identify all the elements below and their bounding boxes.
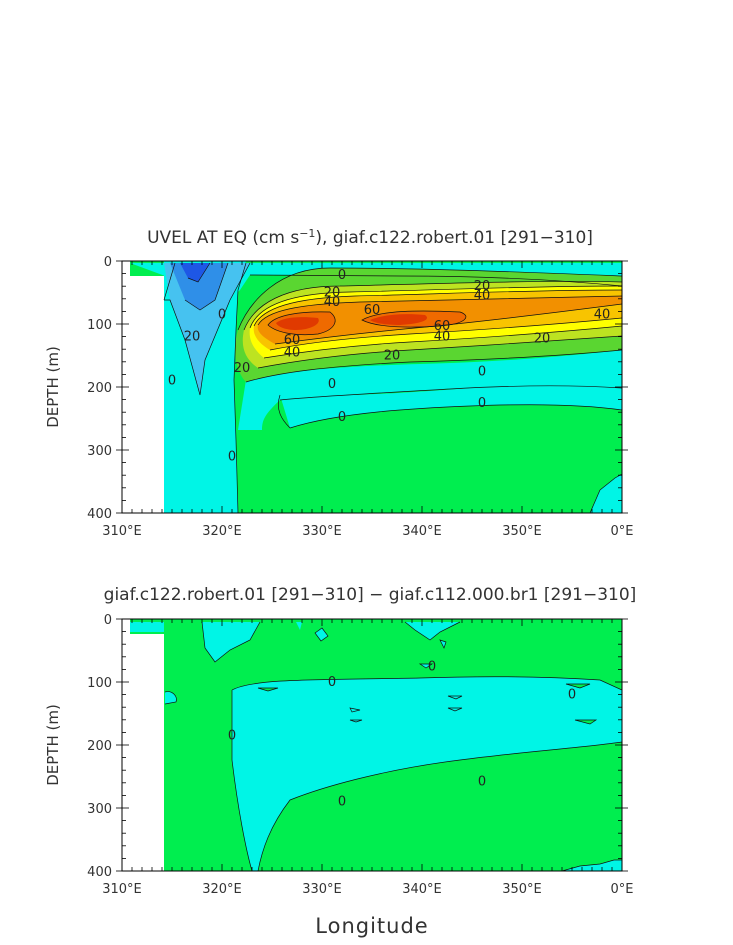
top-y-tick-label: 0 (104, 255, 112, 270)
top-contour-label: 20 (324, 286, 341, 301)
top-contour-label: 20 (384, 349, 401, 364)
top-fill-east-cyan (590, 474, 622, 513)
bottom-x-tick-label: 330°E (302, 882, 342, 897)
bottom-fill-pos-speck3 (575, 720, 596, 724)
bottom-y-tick-label: 400 (87, 865, 112, 880)
top-fill-pos-70-west (276, 317, 319, 330)
top-y-axis-label: DEPTH (m) (44, 346, 62, 428)
bottom-y-axis-label: DEPTH (m) (44, 704, 62, 786)
top-contour-label: 40 (474, 289, 491, 304)
top-contour-label: 40 (284, 345, 301, 360)
top-x-tick-label: 0°E (611, 524, 634, 539)
top-land-mask (122, 276, 164, 513)
bottom-fill-pos-speck1 (566, 684, 590, 688)
bottom-y-tick-label: 200 (87, 739, 112, 754)
bottom-contour-labels: 0 0 0 0 0 0 (228, 659, 576, 809)
bottom-y-tick-label: 100 (87, 676, 112, 691)
bottom-contour-label: 0 (568, 688, 576, 703)
top-y-tick-label: 200 (87, 381, 112, 396)
top-contour-label: 60 (284, 333, 301, 348)
top-y-tick-label: 300 (87, 444, 112, 459)
top-chart-title: UVEL AT EQ (cm s−1), giaf.c122.robert.01… (147, 227, 593, 249)
top-x-tick-label: 320°E (202, 524, 242, 539)
top-contour-label: 60 (434, 319, 451, 334)
top-contour-label: 60 (364, 303, 381, 318)
top-y-tick-label: 100 (87, 318, 112, 333)
top-contour-label: 0 (228, 449, 236, 464)
bottom-fill-neg-top-west (202, 622, 260, 662)
bottom-x-axis-label: Longitude (315, 914, 428, 938)
bottom-contour-label: 0 (428, 659, 436, 674)
top-contour-label: 40 (594, 308, 611, 323)
bottom-x-tick-label: 310°E (102, 882, 142, 897)
bottom-land-mask (122, 634, 164, 871)
top-fill-mid-cyan (280, 384, 622, 428)
top-contour-label: 0 (478, 364, 486, 379)
bottom-contour-label: 0 (228, 729, 236, 744)
top-x-tick-label: 350°E (502, 524, 542, 539)
top-contour-label: 40 (434, 330, 451, 345)
top-fill-pos-70-east (370, 314, 428, 325)
top-contour-label: 40 (324, 295, 341, 310)
bottom-axes: 310°E 320°E 330°E 340°E 350°E 0°E 0 100 200 300 40… (87, 613, 633, 897)
bottom-x-tick-label: 0°E (611, 882, 634, 897)
top-contour-label: 20 (534, 331, 551, 346)
bottom-contour-label: 0 (478, 775, 486, 790)
top-contour-label: 20 (474, 279, 491, 294)
top-contour-label: 0 (168, 374, 176, 389)
bottom-chart-title: giaf.c122.robert.01 [291−310] − giaf.c11… (104, 585, 637, 605)
bottom-fill-neg-body (232, 676, 622, 871)
top-x-tick-label: 340°E (402, 524, 442, 539)
top-y-tick-label: 400 (87, 507, 112, 522)
bottom-x-tick-label: 350°E (502, 882, 542, 897)
bottom-y-tick-label: 0 (104, 613, 112, 628)
bottom-fill-pos-speck2 (258, 688, 278, 691)
bottom-x-tick-label: 320°E (202, 882, 242, 897)
bottom-fill-neg-bottom-east (562, 860, 622, 871)
bottom-y-tick-label: 300 (87, 802, 112, 817)
top-axes: 310°E 320°E 330°E 340°E 350°E 0°E010020030040… (87, 255, 633, 539)
top-contour-label: 0 (478, 396, 486, 411)
bottom-fill-neg-coast (130, 622, 164, 632)
bottom-fill-neg-top-east (405, 622, 460, 640)
bottom-fill-neg-speck1 (296, 622, 302, 630)
bottom-fill-neg-speck4 (165, 691, 177, 704)
bottom-panel: giaf.c122.robert.01 [291−310] − giaf.c11… (44, 585, 636, 938)
bottom-fill-neg-speck5 (420, 664, 432, 668)
top-contour-label: 20 (234, 361, 251, 376)
top-x-tick-label: 330°E (302, 524, 342, 539)
top-contour-label: 0 (338, 410, 346, 425)
bottom-contour-fill (122, 619, 622, 871)
bottom-contour-label: 0 (328, 675, 336, 690)
top-contour-label: 0 (328, 377, 336, 392)
top-panel: UVEL AT EQ (cm s−1), giaf.c122.robert.01… (44, 227, 634, 540)
top-contour-label: 0 (338, 268, 346, 283)
top-fill-neg-deep (180, 263, 210, 282)
bottom-x-tick-label: 340°E (402, 882, 442, 897)
top-contour-fill (122, 261, 622, 513)
top-fill-neg-mid (170, 263, 228, 310)
top-x-tick-label: 310°E (102, 524, 142, 539)
top-contour-label: 20 (184, 330, 201, 345)
bottom-fill-neg-speck2 (315, 628, 328, 641)
bottom-contour-label: 0 (338, 795, 346, 810)
top-contour-label: 0 (218, 308, 226, 323)
